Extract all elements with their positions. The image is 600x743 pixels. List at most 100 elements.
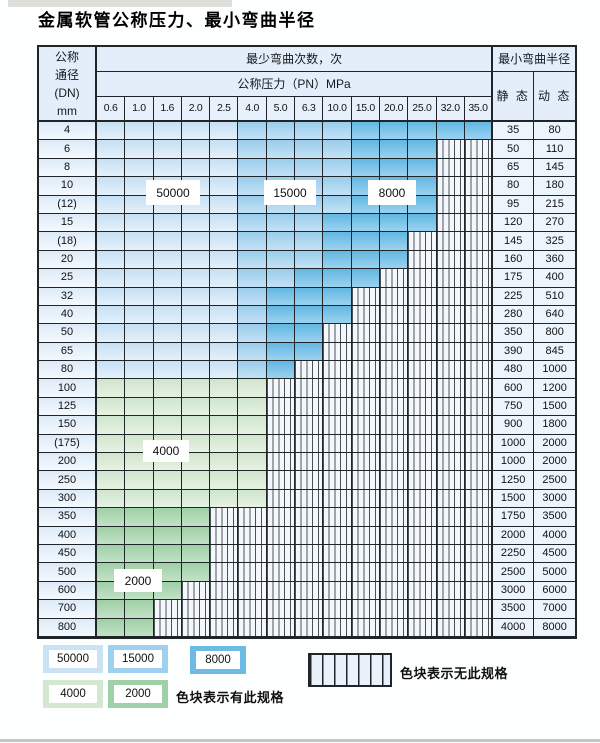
cycle-cell <box>408 324 437 343</box>
cycle-cell <box>323 600 352 619</box>
cycle-cell <box>379 526 409 545</box>
cycle-cell <box>97 361 126 380</box>
region-label-2000: 2000 <box>114 569 162 592</box>
cycle-cell <box>295 544 324 564</box>
cycle-cell <box>379 342 409 362</box>
cycle-cell <box>153 305 182 325</box>
cycle-cell <box>153 397 182 417</box>
static-value: 3000 <box>493 581 535 601</box>
cycle-cell <box>351 305 380 325</box>
cycle-cell <box>351 232 380 251</box>
cycle-cell <box>238 287 267 306</box>
cycle-cell <box>408 600 437 619</box>
cycle-cell <box>210 177 239 196</box>
dynamic-value: 215 <box>534 195 576 214</box>
cycle-cell <box>351 581 380 601</box>
cycle-cell <box>323 508 352 527</box>
cycle-cell <box>408 453 437 472</box>
cycle-cell <box>436 140 465 159</box>
cycle-cell <box>181 342 211 362</box>
cycle-cell <box>436 489 465 509</box>
cycle-cell <box>379 250 409 270</box>
cycle-cell <box>295 122 324 141</box>
cycle-cell <box>266 158 296 178</box>
static-value: 4000 <box>493 618 535 637</box>
dn-cell: 32 <box>39 287 97 306</box>
cycle-cell <box>379 434 409 454</box>
cycle-cell <box>295 489 324 509</box>
cycle-cell <box>210 342 239 362</box>
pressure-col-header: 35.0 <box>464 97 494 122</box>
cycle-cell <box>238 269 267 288</box>
dn-cell: (18) <box>39 232 97 251</box>
legend-swatch-2000: 2000 <box>108 680 168 708</box>
cycle-cell <box>295 140 324 159</box>
cycle-cell <box>153 379 182 398</box>
cycle-cell <box>295 287 324 306</box>
cycle-cell <box>323 213 352 233</box>
cycle-cell <box>464 232 494 251</box>
cycle-cell <box>238 618 267 637</box>
cycle-cell <box>181 250 211 270</box>
cycle-cell <box>351 342 380 362</box>
cycle-cell <box>323 563 352 582</box>
cycle-cell <box>408 581 437 601</box>
cycle-cell <box>379 122 409 141</box>
cycle-cell <box>408 250 437 270</box>
static-value: 2000 <box>493 526 535 545</box>
cycle-cell <box>408 508 437 527</box>
dynamic-value: 3000 <box>534 489 576 509</box>
cycle-cell <box>408 232 437 251</box>
cycle-cell <box>97 416 126 435</box>
cycle-cell <box>125 213 154 233</box>
cycle-cell <box>181 416 211 435</box>
dn-cell: 65 <box>39 342 97 362</box>
cycle-cell <box>266 140 296 159</box>
cycle-cell <box>323 158 352 178</box>
cycle-cell <box>295 434 324 454</box>
cycle-cell <box>210 434 239 454</box>
dn-cell: 600 <box>39 581 97 601</box>
cycle-cell <box>125 342 154 362</box>
cycle-cell <box>153 140 182 159</box>
cycle-cell <box>295 453 324 472</box>
legend-swatch-label: 50000 <box>49 650 97 668</box>
cycle-cell <box>125 526 154 545</box>
cycle-cell <box>323 269 352 288</box>
cycle-cell <box>210 269 239 288</box>
cycle-cell <box>295 250 324 270</box>
cycle-cell <box>153 122 182 141</box>
cycle-cell <box>97 544 126 564</box>
pressure-col-header: 4.0 <box>238 97 267 122</box>
cycle-cell <box>464 195 494 214</box>
cycle-cell <box>436 434 465 454</box>
radius-header: 最小弯曲半径 <box>493 47 576 72</box>
cycle-cell <box>181 379 211 398</box>
dynamic-value: 4000 <box>534 526 576 545</box>
cycle-cell <box>323 305 352 325</box>
cycle-cell <box>323 489 352 509</box>
cycle-cell <box>351 416 380 435</box>
pressure-col-header: 10.0 <box>323 97 352 122</box>
dn-cell: 150 <box>39 416 97 435</box>
cycle-cell <box>379 453 409 472</box>
cycle-cell <box>464 397 494 417</box>
cycle-cell <box>351 269 380 288</box>
cycle-cell <box>153 158 182 178</box>
cycle-cell <box>408 342 437 362</box>
cycle-cell <box>97 158 126 178</box>
dn-header: 公称 通径 (DN) mm <box>39 47 97 122</box>
cycle-cell <box>436 177 465 196</box>
cycle-cell <box>464 618 494 637</box>
cycle-cell <box>238 508 267 527</box>
pressure-col-header: 5.0 <box>266 97 296 122</box>
cycle-cell <box>97 471 126 490</box>
cycle-cell <box>379 416 409 435</box>
cycle-cell <box>181 122 211 141</box>
dynamic-value: 110 <box>534 140 576 159</box>
pressure-col-header: 1.0 <box>125 97 154 122</box>
cycle-cell <box>97 489 126 509</box>
cycle-cell <box>351 140 380 159</box>
cycle-cell <box>125 397 154 417</box>
dynamic-value: 1200 <box>534 379 576 398</box>
